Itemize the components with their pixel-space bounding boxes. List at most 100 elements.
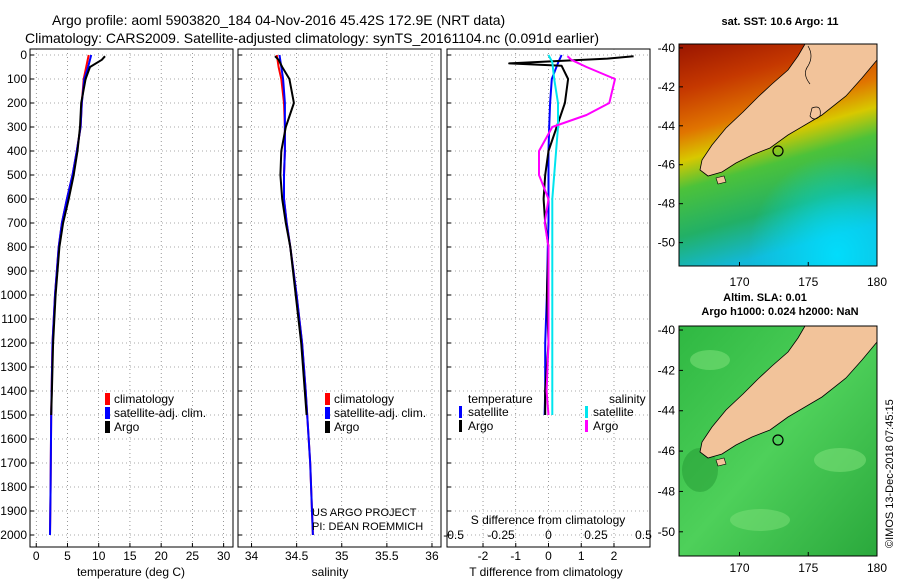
x-tick-label: 5: [64, 549, 71, 563]
depth-tick-label: 400: [7, 144, 27, 158]
legend-swatch-t-argo: [459, 420, 462, 432]
x-tick-label: 10: [92, 549, 106, 563]
x-tick-label: -1: [510, 549, 521, 563]
s-tick-label: -0.25: [487, 528, 515, 542]
depth-tick-label: 700: [7, 216, 27, 230]
map-lat-label: -40: [658, 41, 676, 55]
profile-line-s-satellite: [547, 54, 559, 415]
temperature-x-label: temperature (deg C): [77, 565, 185, 579]
sst-bathymetry-contour-2: [809, 106, 821, 120]
title-line-2: Climatology: CARS2009. Satellite-adjuste…: [25, 30, 599, 46]
map-lon-label: 170: [729, 275, 749, 289]
sla-anomaly-patch: [730, 509, 790, 531]
x-tick-label: 20: [154, 549, 168, 563]
legend-label-climatology: climatology: [114, 392, 174, 406]
depth-tick-label: 300: [7, 120, 27, 134]
x-tick-label: 0: [545, 549, 552, 563]
sst-map-frame: [678, 43, 878, 267]
map-lat-label: -46: [658, 158, 676, 172]
temperature-panel: 0 5 10 15 20 25 30 climatology satellite-adj. …: [29, 48, 234, 579]
depth-tick-label: 1300: [0, 360, 27, 374]
legend-label-argo: Argo: [114, 420, 140, 434]
profile-line-argo: [274, 55, 308, 416]
imos-watermark: ©IMOS 13-Dec-2018 07:45:15: [884, 399, 896, 548]
sla-map-x-ticks: 170 175 180: [729, 552, 887, 575]
map-lat-label: -46: [658, 444, 676, 458]
x-tick-label: 35.5: [375, 549, 399, 563]
legend-label-t-argo: Argo: [468, 419, 494, 433]
stewart-island: [715, 175, 727, 185]
map-lat-label: -48: [658, 484, 676, 498]
x-tick-label: 0: [33, 549, 40, 563]
difference-legend: temperature salinity satellite Argo sate…: [459, 392, 646, 433]
difference-profiles: [508, 54, 634, 416]
x-tick-label: -2: [478, 549, 489, 563]
depth-tick-label: 1100: [1, 312, 27, 326]
credit-project: US ARGO PROJECT: [312, 507, 417, 519]
temperature-gridlines: [30, 49, 233, 547]
depth-tick-label: 1200: [0, 336, 27, 350]
profile-line-t-argo: [508, 55, 634, 415]
map-lon-label: 175: [798, 561, 818, 575]
legend-swatch-climatology: [325, 393, 330, 405]
salinity-profiles: [274, 54, 314, 536]
t-difference-x-label: T difference from climatology: [469, 565, 623, 579]
salinity-panel-frame: [237, 48, 442, 548]
s-tick-label: 0: [545, 528, 552, 542]
credit-pi: PI: DEAN ROEMMICH: [312, 521, 423, 533]
legend-label-climatology: climatology: [334, 392, 394, 406]
depth-tick-label: 600: [7, 192, 27, 206]
temperature-panel-frame: [29, 48, 234, 548]
salinity-gridlines: [238, 49, 441, 547]
map-lat-label: -42: [658, 80, 676, 94]
map-lon-label: 175: [798, 275, 818, 289]
sst-map-x-ticks: 170 175 180: [729, 262, 887, 289]
sla-anomaly-patch: [814, 448, 866, 472]
temperature-x-ticks: 0 5 10 15 20 25 30: [33, 549, 231, 563]
depth-tick-label: 1600: [0, 432, 27, 446]
legend-title-salinity: salinity: [609, 392, 646, 406]
sst-map: sat. SST: 10.6 Argo: 11 -40-42-44-46-48-…: [658, 16, 888, 289]
depth-tick-label: 200: [7, 96, 27, 110]
depth-tick-label: 1400: [0, 384, 27, 398]
salinity-legend: climatology satellite-adj. clim. Argo: [325, 392, 426, 434]
legend-swatch-s-satellite: [585, 406, 588, 418]
s-tick-label: 0.25: [584, 528, 608, 542]
legend-title-temperature: temperature: [468, 392, 533, 406]
new-zealand-landmass: [699, 44, 877, 177]
sst-bathymetry-contour: [805, 45, 812, 85]
sla-map-frame: [678, 325, 878, 557]
sst-map-y-ticks: -40 -42 -44 -46 -48 -50: [658, 41, 683, 250]
map-lat-label: -50: [658, 236, 676, 250]
new-zealand-landmass: [699, 326, 877, 459]
legend-label-satellite: satellite-adj. clim.: [114, 406, 206, 420]
depth-axis: 0 100 200 300 400 500 600 700 800 900 1000 1100 1200…: [0, 48, 27, 542]
s-tick-label: 0.5: [635, 528, 652, 542]
x-tick-label: 15: [123, 549, 137, 563]
sla-argo-float-location: [772, 434, 784, 446]
s-tick-label: -0.5: [443, 528, 464, 542]
temperature-legend: climatology satellite-adj. clim. Argo: [105, 392, 206, 434]
legend-label-s-satellite: satellite: [593, 405, 634, 419]
sla-map-title-1: Altim. SLA: 0.01: [723, 292, 807, 304]
sla-anomaly-patch: [690, 350, 730, 370]
depth-tick-label: 100: [7, 72, 27, 86]
depth-tick-label: 800: [7, 240, 27, 254]
depth-tick-label: 1500: [0, 408, 27, 422]
title-line-1: Argo profile: aoml 5903820_184 04-Nov-20…: [52, 12, 505, 28]
legend-label-s-argo: Argo: [593, 419, 619, 433]
depth-tick-label: 1000: [0, 288, 27, 302]
depth-tick-label: 2000: [0, 528, 27, 542]
sla-anomaly-patch: [682, 448, 718, 492]
map-lat-label: -50: [658, 525, 676, 539]
x-tick-label: 30: [217, 549, 231, 563]
profile-line-t-satellite: [543, 54, 563, 416]
map-lat-label: -42: [658, 363, 676, 377]
difference-panel: -2 -1 0 1 2 temperature salinity satellite A…: [443, 48, 652, 579]
x-tick-label: 34.5: [285, 549, 309, 563]
sla-map: Altim. SLA: 0.01 Argo h1000: 0.024 h2000…: [658, 292, 888, 575]
s-difference-axis-label: S difference from climatology: [471, 513, 626, 527]
sst-argo-float-location: [772, 145, 784, 157]
legend-swatch-climatology: [105, 393, 110, 405]
